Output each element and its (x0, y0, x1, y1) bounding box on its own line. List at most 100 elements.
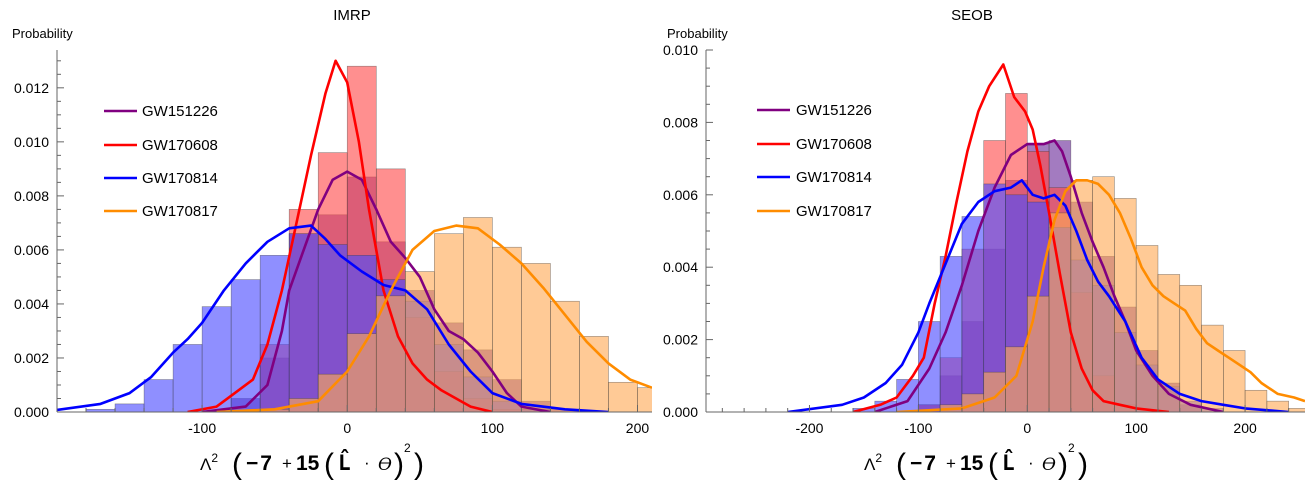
density-curve-gw170817 (216, 224, 652, 412)
x-tick-label: 100 (1125, 420, 1149, 436)
x-axis-label-seob: Λ2 ( −7 + 15 ( L̂ · ϴ ) 2 ) (864, 441, 1088, 481)
y-axis-label-seob: Probability (667, 26, 728, 41)
bar (550, 300, 580, 412)
svg-text:−7: −7 (246, 452, 272, 475)
plot-area-seob: -200 -100 0 100 200 0.000 0.002 0.004 0.006 0.008… (663, 42, 1305, 436)
bar (346, 333, 377, 412)
svg-text:(: ( (896, 448, 906, 481)
chart-title-imrp: IMRP (333, 7, 371, 24)
legend-item-gw151226: GW151226 (757, 102, 872, 119)
xlabel-fifteen: 15 (296, 452, 320, 475)
x-tick-label: 100 (481, 420, 505, 436)
bar (1026, 295, 1050, 412)
legend-label-gw170608: GW170608 (142, 137, 218, 154)
chart-title-seob: SEOB (951, 7, 993, 24)
x-tick-label: 200 (626, 420, 650, 436)
panel-seob: SEOB Probability -200 -100 0 100 200 0.000 0.0… (663, 7, 1305, 481)
x-tick-label: -200 (795, 420, 823, 436)
xlabel-theta: ϴ (1042, 455, 1056, 475)
x-axis-label-imrp: Λ2 ( −7 + 15 ( L̂ · ϴ ) 2 ) (200, 441, 424, 481)
y-tick-label: 0.010 (663, 42, 698, 58)
density-curve-gw151226 (201, 170, 551, 412)
xlabel-lambda: Λ (200, 455, 212, 474)
bar (172, 344, 203, 412)
xlabel-minus: − (910, 452, 922, 475)
svg-text:Λ2: Λ2 (200, 451, 218, 474)
bar (1288, 408, 1305, 412)
xlabel-exp: 2 (875, 451, 882, 465)
xlabel-fifteen: 15 (960, 452, 984, 475)
svg-text:−7: −7 (910, 452, 936, 475)
svg-text:): ) (414, 448, 424, 481)
density-curve-gw170817 (896, 179, 1305, 412)
y-tick-label: 0.002 (663, 332, 698, 348)
legend-label-gw170814: GW170814 (796, 169, 872, 186)
legend-label-gw170608: GW170608 (796, 136, 872, 153)
xlabel-plus: + (282, 454, 292, 473)
y-tick-label: 0.004 (663, 259, 698, 275)
legend-seob: GW151226 GW170608 GW170814 GW170817 (757, 102, 872, 220)
svg-text:): ) (1078, 448, 1088, 481)
xlabel-lhat: L̂ (1002, 449, 1015, 475)
bar (317, 373, 348, 412)
density-curve-gw170814 (57, 224, 609, 412)
legend-item-gw170817: GW170817 (104, 203, 218, 220)
xlabel-lhat: L̂ (338, 449, 351, 475)
density-curve-gw170608 (187, 59, 493, 412)
y-tick-label: 0.012 (14, 80, 49, 96)
legend-item-gw151226: GW151226 (104, 103, 218, 120)
bar (230, 279, 261, 412)
legend-label-gw151226: GW151226 (796, 102, 872, 119)
bar (143, 379, 174, 412)
svg-text:): ) (1058, 448, 1068, 481)
xlabel-exp: 2 (211, 451, 218, 465)
y-tick-label: 0.004 (14, 296, 49, 312)
svg-text:(: ( (324, 448, 334, 481)
x-tick-label: -100 (904, 420, 932, 436)
legend-label-gw170817: GW170817 (796, 203, 872, 220)
xlabel-minus: − (246, 452, 258, 475)
bar (1005, 346, 1028, 412)
x-tick-label: 0 (343, 420, 351, 436)
plot-body (57, 59, 652, 412)
xlabel-lambda: Λ (864, 455, 876, 474)
bar (114, 403, 145, 412)
y-tick-label: 0.006 (663, 187, 698, 203)
legend-imrp: GW151226 GW170608 GW170814 GW170817 (104, 103, 218, 220)
bar (1266, 400, 1289, 412)
plot-body (787, 63, 1305, 412)
bar (1092, 176, 1115, 412)
xlabel-seven: 7 (924, 452, 936, 475)
legend-item-gw170608: GW170608 (757, 136, 872, 153)
bar (608, 381, 638, 412)
svg-text:Λ2: Λ2 (864, 451, 882, 474)
bar (1223, 350, 1246, 412)
density-curve-gw170814 (787, 179, 1289, 412)
y-tick-label: 0.008 (663, 114, 698, 130)
bar (521, 263, 551, 412)
legend-item-gw170814: GW170814 (104, 170, 218, 187)
y-tick-label: 0.008 (14, 188, 49, 204)
bar (201, 306, 232, 412)
x-tick-label: 200 (1233, 420, 1257, 436)
x-tick-label: 0 (1023, 420, 1031, 436)
svg-text:(: ( (988, 448, 998, 481)
xlabel-dot: · (1028, 453, 1034, 472)
y-tick-label: 0.000 (14, 404, 49, 420)
plot-area-imrp: -100 0 100 200 0.000 0.002 0.004 0.006 0.008 0.01… (14, 50, 652, 436)
bar (1135, 245, 1159, 412)
bar (463, 217, 493, 412)
xlabel-plus: + (946, 454, 956, 473)
axes: -200 -100 0 100 200 0.000 0.002 0.004 0.006 0.008… (663, 42, 1305, 436)
xlabel-theta: ϴ (378, 455, 392, 475)
legend-item-gw170608: GW170608 (104, 137, 218, 154)
panel-imrp: IMRP Probability -100 0 100 200 0.000 0.002 0.… (12, 7, 652, 481)
y-tick-label: 0.006 (14, 242, 49, 258)
svg-text:2: 2 (404, 441, 411, 455)
xlabel-dot: · (364, 453, 370, 472)
svg-text:): ) (394, 448, 404, 481)
histogram-gw170817 (259, 217, 652, 412)
bar (434, 233, 464, 412)
legend-label-gw170814: GW170814 (142, 170, 218, 187)
